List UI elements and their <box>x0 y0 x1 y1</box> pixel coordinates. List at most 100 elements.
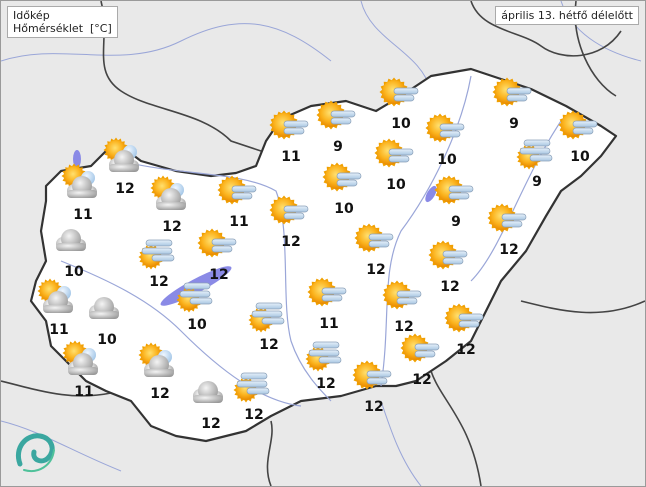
fog-bar-icon <box>529 154 553 162</box>
temperature-label: 12 <box>209 267 228 283</box>
station-fog-sun[interactable]: 10 <box>176 282 213 333</box>
station-sun-fog[interactable]: 12 <box>444 303 484 359</box>
fog-bar-icon <box>366 377 388 385</box>
station-sun-fog[interactable]: 10 <box>374 138 414 194</box>
station-sun-fog[interactable]: 10 <box>322 162 362 218</box>
station-sun-cloud[interactable]: 12 <box>138 342 175 403</box>
station-sun-fog[interactable]: 10 <box>425 113 465 169</box>
temperature-label: 11 <box>49 322 68 338</box>
temperature-label: 12 <box>149 274 168 290</box>
fog-bar-icon <box>312 341 340 349</box>
station-sun-fog[interactable]: 10 <box>558 110 598 166</box>
station-fog-sun[interactable]: 12 <box>248 302 285 353</box>
fog-bar-icon <box>501 220 523 228</box>
fog-bar-icon <box>255 302 283 310</box>
fog-bar-icon <box>231 192 253 200</box>
station-sun-cloud[interactable]: 11 <box>37 278 74 339</box>
station-sun-cloud[interactable]: 12 <box>103 137 140 198</box>
station-sun-fog[interactable]: 12 <box>382 280 422 336</box>
station-sun-fog[interactable]: 9 <box>316 100 356 156</box>
temperature-label: 10 <box>391 116 411 132</box>
station-sun-fog[interactable]: 12 <box>354 223 394 279</box>
fog-bar-icon <box>523 139 551 147</box>
temperature-label: 12 <box>162 219 181 235</box>
station-sun-fog[interactable]: 11 <box>307 277 347 333</box>
cloud-icon <box>68 353 98 375</box>
fog-bar-icon <box>189 297 213 305</box>
temperature-label: 12 <box>394 319 413 335</box>
temperature-label: 12 <box>244 407 263 423</box>
station-sun-fog[interactable]: 11 <box>217 175 257 231</box>
temperature-label: 12 <box>115 181 134 197</box>
station-sun-cloud[interactable]: 11 <box>62 340 99 401</box>
station-sun-cloud[interactable]: 12 <box>150 175 187 236</box>
station-fog-sun[interactable]: 9 <box>516 139 553 190</box>
fog-bar-icon <box>283 212 305 220</box>
station-sun-fog[interactable]: 9 <box>434 175 474 231</box>
station-cloud[interactable]: 10 <box>56 229 86 280</box>
station-fog-sun[interactable]: 12 <box>233 372 270 423</box>
station-sun-cloud[interactable]: 11 <box>61 163 98 224</box>
fog-bar-icon <box>368 240 390 248</box>
fog-bar-icon <box>414 343 440 351</box>
fog-bar-icon <box>506 94 528 102</box>
lake-tisza <box>425 185 437 203</box>
station-sun-fog[interactable]: 12 <box>197 228 237 284</box>
fog-bar-icon <box>458 320 480 328</box>
temperature-label: 10 <box>97 332 117 348</box>
temperature-label: 12 <box>364 399 383 415</box>
temperature-label: 12 <box>316 376 335 392</box>
temperature-label: 10 <box>187 317 207 333</box>
fog-bar-icon <box>414 350 436 358</box>
station-fog-sun[interactable]: 12 <box>305 341 342 392</box>
station-sun-fog[interactable]: 12 <box>352 360 392 416</box>
temperature-label: 9 <box>532 174 542 190</box>
layer-label: Hőmérséklet [°C] <box>13 22 112 35</box>
temperature-label: 11 <box>281 149 300 165</box>
cloud-icon <box>144 355 174 377</box>
fog-bar-icon <box>240 372 268 380</box>
temperature-label: 9 <box>451 214 461 230</box>
temperature-label: 12 <box>366 262 385 278</box>
temperature-label: 11 <box>229 214 248 230</box>
fog-bar-icon <box>501 213 527 221</box>
station-sun-fog[interactable]: 12 <box>428 240 468 296</box>
station-fog-sun[interactable]: 12 <box>138 239 175 290</box>
cloud-icon <box>43 291 73 313</box>
station-sun-fog[interactable]: 10 <box>379 77 419 133</box>
station-sun-fog[interactable]: 12 <box>269 195 309 251</box>
temperature-label: 12 <box>499 242 518 258</box>
lake-ferto <box>73 150 81 168</box>
station-sun-fog[interactable]: 12 <box>400 333 440 389</box>
temperature-label: 10 <box>64 264 84 280</box>
fog-bar-icon <box>330 117 352 125</box>
fog-bar-icon <box>211 245 233 253</box>
temperature-label: 9 <box>333 139 343 155</box>
fog-bar-icon <box>448 192 470 200</box>
fog-bar-icon <box>442 250 468 258</box>
fog-bar-icon <box>231 185 257 193</box>
forecast-datetime: április 13. hétfő délelőtt <box>495 6 639 25</box>
station-sun-fog[interactable]: 11 <box>269 110 309 166</box>
idokep-swirl-logo <box>16 433 55 472</box>
station-cloud[interactable]: 10 <box>89 297 119 348</box>
brand-label: Időkép <box>13 9 50 22</box>
fog-bar-icon <box>179 290 211 298</box>
cloud-icon <box>193 381 223 403</box>
fog-bar-icon <box>321 287 347 295</box>
fog-bar-icon <box>283 205 309 213</box>
hungary-territory <box>29 67 618 443</box>
legend-box: Időkép Hőmérséklet [°C] <box>7 6 118 38</box>
temperature-label: 10 <box>386 177 406 193</box>
fog-bar-icon <box>141 247 173 255</box>
station-sun-fog[interactable]: 9 <box>492 77 532 133</box>
fog-bar-icon <box>321 294 343 302</box>
station-cloud[interactable]: 12 <box>193 381 223 432</box>
temperature-label: 12 <box>412 372 431 388</box>
temperature-label: 10 <box>334 201 354 217</box>
fog-bar-icon <box>283 127 305 135</box>
station-sun-fog[interactable]: 12 <box>487 203 527 259</box>
fog-bar-icon <box>283 120 309 128</box>
